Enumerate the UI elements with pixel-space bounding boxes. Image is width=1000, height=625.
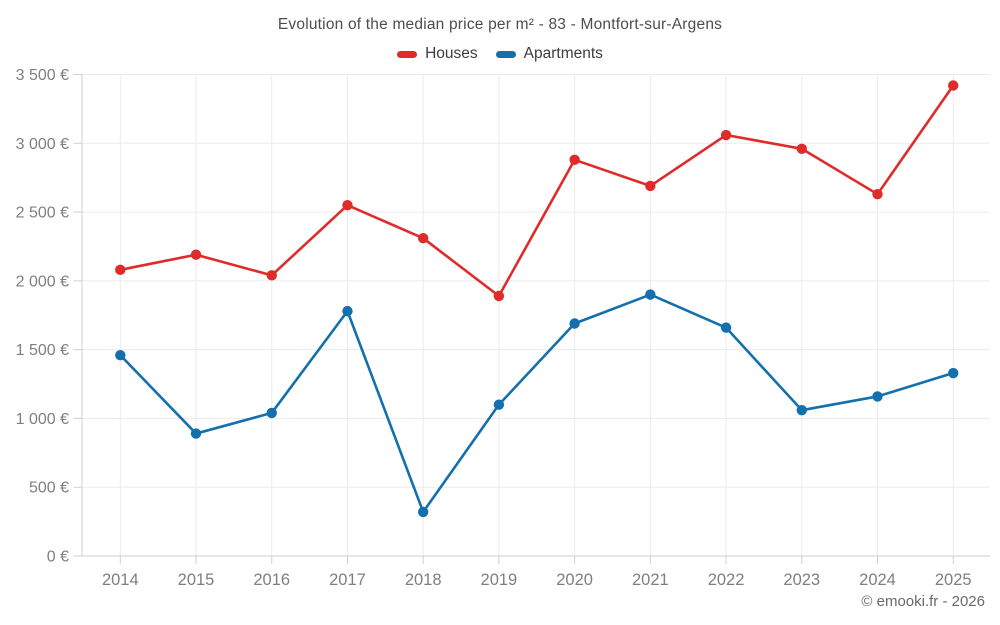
data-point-houses-2020[interactable]	[569, 154, 580, 165]
data-point-apartments-2014[interactable]	[115, 349, 126, 361]
data-point-apartments-2019[interactable]	[493, 399, 505, 410]
y-axis-tick-label: 2 500 €	[16, 205, 69, 222]
y-axis-tick-label: 3 000 €	[16, 136, 69, 153]
series-line-houses	[119, 84, 955, 298]
y-axis-tick-label: 0 €	[47, 549, 69, 566]
y-axis-tick-label: 500 €	[29, 480, 69, 497]
legend-label-houses: Houses	[425, 45, 478, 62]
series-line-apartments	[119, 293, 955, 514]
chart-title: Evolution of the median price per m² - 8…	[277, 16, 723, 33]
legend-item-houses[interactable]: Houses	[397, 45, 478, 63]
data-point-houses-2014[interactable]	[115, 264, 126, 276]
legend-item-apartments[interactable]: Apartments	[495, 45, 603, 63]
data-point-houses-2019[interactable]	[493, 290, 505, 302]
data-point-apartments-2018[interactable]	[417, 506, 429, 518]
x-axis-tick-label: 2017	[329, 571, 366, 589]
x-axis-tick-label: 2022	[708, 571, 745, 589]
data-point-apartments-2024[interactable]	[872, 391, 883, 402]
x-axis-tick-label: 2014	[102, 571, 139, 589]
data-point-houses-2022[interactable]	[720, 129, 732, 141]
y-axis-tick-label: 1 000 €	[16, 411, 69, 428]
data-point-apartments-2016[interactable]	[266, 407, 277, 419]
x-axis-tick-label: 2019	[481, 571, 518, 589]
copyright-text: © emooki.fr - 2026	[861, 593, 985, 610]
legend: Houses Apartments	[0, 45, 1000, 63]
data-point-houses-2015[interactable]	[190, 249, 202, 260]
x-axis-tick-label: 2016	[253, 571, 290, 589]
houses-series-swatch-icon	[397, 50, 418, 58]
data-point-apartments-2022[interactable]	[720, 322, 732, 333]
y-axis-tick-label: 2 000 €	[16, 273, 69, 290]
data-point-apartments-2023[interactable]	[796, 404, 807, 416]
data-point-houses-2024[interactable]	[872, 188, 883, 200]
apartments-series-swatch-icon	[495, 50, 516, 58]
data-point-apartments-2021[interactable]	[645, 289, 656, 300]
data-point-apartments-2020[interactable]	[569, 318, 580, 329]
legend-label-apartments: Apartments	[523, 45, 603, 62]
x-axis-tick-label: 2025	[935, 571, 972, 589]
x-axis-tick-label: 2018	[405, 571, 442, 589]
data-point-houses-2017[interactable]	[342, 199, 353, 211]
data-point-houses-2023[interactable]	[796, 143, 807, 154]
data-point-houses-2021[interactable]	[645, 180, 656, 192]
data-point-houses-2016[interactable]	[266, 270, 277, 281]
y-axis-tick-label: 1 500 €	[16, 342, 69, 359]
y-axis-tick-label: 3 500 €	[16, 67, 69, 84]
data-point-houses-2018[interactable]	[417, 233, 429, 244]
data-point-houses-2025[interactable]	[948, 80, 959, 91]
data-point-apartments-2025[interactable]	[948, 367, 959, 379]
data-point-apartments-2017[interactable]	[342, 305, 353, 317]
x-axis-tick-label: 2024	[859, 571, 896, 589]
x-axis-tick-label: 2015	[178, 571, 215, 589]
x-axis-tick-label: 2023	[783, 571, 820, 589]
data-point-apartments-2015[interactable]	[190, 428, 202, 439]
x-axis-tick-label: 2020	[556, 571, 593, 589]
x-axis-tick-label: 2021	[632, 571, 669, 589]
